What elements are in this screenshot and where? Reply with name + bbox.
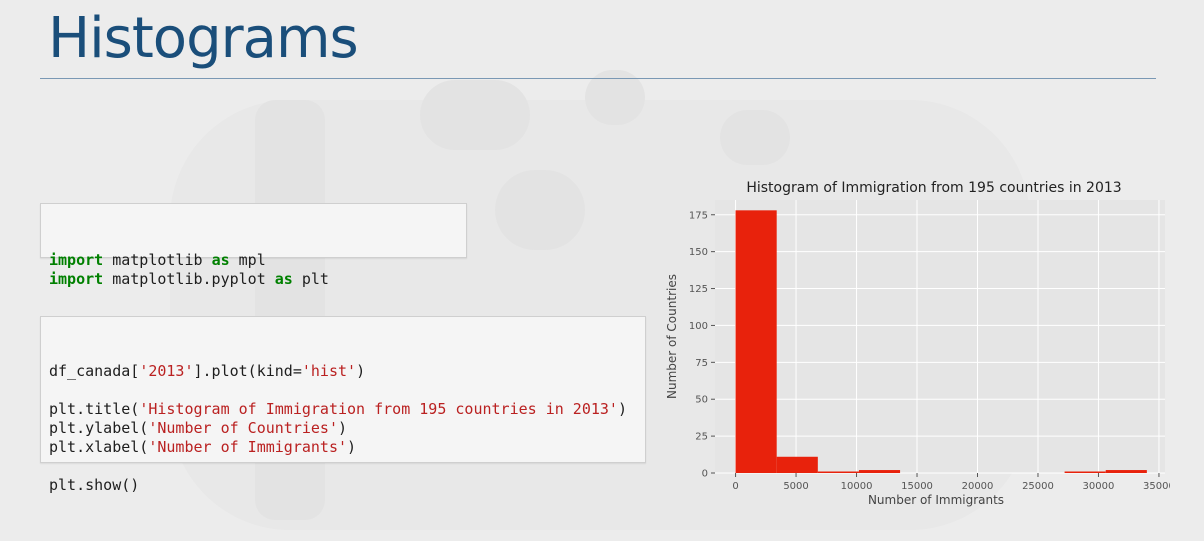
x-axis-label: Number of Immigrants — [868, 493, 1004, 507]
x-tick-label: 30000 — [1083, 481, 1115, 492]
chart-title: Histogram of Immigration from 195 countr… — [746, 180, 1121, 196]
code-cell-plot-line — [49, 457, 637, 476]
code-cell-plot-line: plt.ylabel('Number of Countries') — [49, 419, 637, 438]
histogram-bar — [735, 210, 777, 474]
y-axis-label: Number of Countries — [665, 274, 679, 399]
x-tick-label: 0 — [732, 481, 738, 492]
histogram-bar — [776, 456, 818, 473]
code-text: ) — [617, 400, 627, 418]
x-tick-label: 5000 — [783, 481, 808, 492]
code-cell-plot-line: plt.xlabel('Number of Immigrants') — [49, 438, 637, 457]
plot-background — [715, 200, 1165, 473]
y-tick-label: 125 — [689, 284, 708, 295]
x-tick-label: 10000 — [841, 481, 873, 492]
code-string: 'Number of Countries' — [148, 419, 338, 437]
code-string: 'Histogram of Immigration from 195 count… — [139, 400, 618, 418]
code-cell-imports[interactable]: import matplotlib as mpl import matplotli… — [40, 203, 467, 288]
code-cell-plot-line: plt.show() — [49, 476, 637, 495]
code-text: plt.title( — [49, 400, 140, 418]
histogram-bar — [817, 471, 859, 473]
code-text: plt — [292, 270, 329, 288]
background-shape — [720, 110, 790, 165]
code-keyword: import — [49, 251, 104, 269]
code-cell-imports-body: import matplotlib as mpl import matplotli… — [49, 251, 458, 289]
code-cell-plot-line — [49, 381, 637, 400]
x-tick-label: 20000 — [962, 481, 994, 492]
code-cell-plot-line: df_canada['2013'].plot(kind='hist') — [49, 362, 637, 381]
code-text: ].plot(kind= — [193, 362, 302, 380]
code-text: ) — [338, 419, 348, 437]
code-cell-plot[interactable]: df_canada['2013'].plot(kind='hist') plt.t… — [40, 316, 646, 494]
code-text: plt.xlabel( — [49, 438, 149, 456]
code-string: 'Number of Immigrants' — [148, 438, 348, 456]
y-tick-label: 25 — [695, 432, 708, 443]
page-title: Histograms — [48, 6, 359, 71]
background-shape — [585, 70, 645, 125]
y-tick-label: 50 — [695, 395, 708, 406]
code-text: matplotlib — [103, 251, 212, 269]
code-text: plt.ylabel( — [49, 419, 149, 437]
code-string: '2013' — [139, 362, 194, 380]
code-cell-imports-line: import matplotlib as mpl — [49, 251, 458, 270]
background-shape — [495, 170, 585, 250]
y-tick-label: 100 — [689, 321, 708, 332]
code-cell-plot-line: plt.title('Histogram of Immigration from… — [49, 400, 637, 419]
code-cell-plot-body: df_canada['2013'].plot(kind='hist') plt.t… — [49, 362, 637, 495]
code-text: mpl — [229, 251, 266, 269]
code-text: ) — [356, 362, 366, 380]
y-tick-label: 0 — [702, 469, 708, 480]
x-tick-label: 25000 — [1022, 481, 1054, 492]
code-cell-imports-line: import matplotlib.pyplot as plt — [49, 270, 458, 289]
code-string: 'hist' — [301, 362, 357, 380]
title-divider — [40, 78, 1156, 79]
y-tick-label: 150 — [689, 247, 708, 258]
histogram-bar — [1105, 470, 1147, 473]
code-keyword: as — [211, 251, 230, 269]
code-text: df_canada[ — [49, 362, 140, 380]
code-keyword: import — [49, 270, 104, 288]
background-shape — [420, 80, 530, 150]
code-text: matplotlib.pyplot — [103, 270, 275, 288]
x-tick-label: 15000 — [901, 481, 933, 492]
histogram-bar — [858, 470, 901, 473]
code-keyword: as — [274, 270, 293, 288]
y-tick-label: 75 — [695, 358, 708, 369]
code-text: plt.show() — [49, 476, 140, 494]
y-tick-label: 175 — [689, 210, 708, 221]
histogram-bar — [1064, 471, 1106, 473]
code-text: ) — [347, 438, 357, 456]
